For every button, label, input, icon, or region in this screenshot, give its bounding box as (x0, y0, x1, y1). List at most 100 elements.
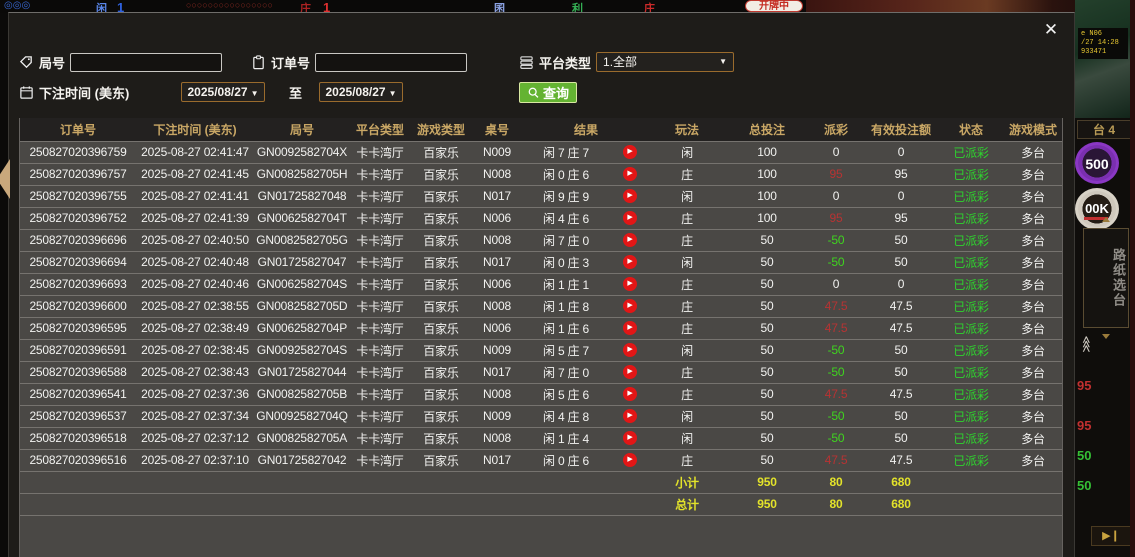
column-header: 游戏模式 (1002, 118, 1062, 141)
table-row: 250827020396541 2025-08-27 02:37:36 GN0082… (20, 382, 1062, 405)
background-game-glyph: 囷 (494, 3, 505, 13)
cell-bet-time: 2025-08-27 02:37:12 (136, 426, 254, 449)
cell-game-type: 百家乐 (410, 382, 472, 405)
lobby-amount: 50 (1077, 478, 1092, 493)
cell-round-no: GN01725827048 (254, 184, 350, 207)
result-video-cell: ▶ (610, 228, 651, 251)
play-video-icon[interactable]: ▶ (623, 277, 637, 292)
cell-payout: 47.5 (810, 448, 863, 471)
empty-row (20, 514, 1062, 551)
play-video-icon[interactable]: ▶ (623, 211, 637, 226)
cell-mode: 多台 (1002, 272, 1062, 295)
play-video-icon[interactable]: ▶ (623, 189, 637, 204)
cell-valid-bet: 0 (862, 272, 941, 295)
play-video-icon[interactable]: ▶ (623, 321, 637, 336)
cell-round-no: GN0092582704Q (254, 404, 350, 427)
cell-order-no: 250827020396591 (20, 338, 136, 361)
cell-bet-time: 2025-08-27 02:41:47 (136, 140, 254, 163)
chevron-down-icon: ▼ (388, 89, 397, 98)
cell-mode: 多台 (1002, 360, 1062, 383)
roadmap-table-select-tab[interactable]: 路纸选台 (1083, 217, 1129, 339)
empty-cell (20, 492, 651, 515)
cell-order-no: 250827020396759 (20, 140, 136, 163)
play-video-icon[interactable]: ▶ (623, 387, 637, 402)
table-row: 250827020396600 2025-08-27 02:38:55 GN0082… (20, 294, 1062, 317)
dealing-status-pill: 开牌中 (745, 0, 803, 12)
cell-mode: 多台 (1002, 228, 1062, 251)
cell-total-bet: 50 (724, 316, 811, 339)
play-video-icon[interactable]: ▶ (623, 255, 637, 270)
cell-valid-bet: 50 (862, 250, 941, 273)
cell-total-bet: 50 (724, 382, 811, 405)
cell-bet-time: 2025-08-27 02:38:45 (136, 338, 254, 361)
cell-round-no: GN0092582704X (254, 140, 350, 163)
empty-cell (940, 492, 1003, 515)
play-video-icon[interactable]: ▶ (623, 145, 637, 160)
play-video-icon[interactable]: ▶ (623, 299, 637, 314)
cell-platform: 卡卡湾厅 (350, 360, 410, 383)
result-video-cell: ▶ (610, 272, 651, 295)
column-header: 下注时间 (美东) (136, 118, 254, 141)
chip-500[interactable]: 500 (1075, 142, 1119, 184)
column-header: 局号 (254, 118, 350, 141)
close-icon[interactable]: ✕ (1043, 20, 1059, 39)
cell-platform: 卡卡湾厅 (350, 404, 410, 427)
cell-bet-time: 2025-08-27 02:40:50 (136, 228, 254, 251)
platform-type-select[interactable]: 1.全部 ▼ (596, 52, 735, 72)
triangle-down-icon (1102, 334, 1110, 339)
cell-round-no: GN0082582705B (254, 382, 350, 405)
cell-round-no: GN01725827042 (254, 448, 350, 471)
empty-cell (1002, 470, 1062, 493)
cell-payout: 0 (810, 272, 863, 295)
cell-result: 闲 7 庄 0 (522, 360, 610, 383)
cell-total-bet: 50 (724, 294, 811, 317)
play-video-icon[interactable]: ▶ (623, 167, 637, 182)
date-range-to-label: 至 (289, 85, 303, 101)
triangle-up-icon (1102, 217, 1110, 222)
cell-result: 闲 1 庄 1 (522, 272, 610, 295)
cell-valid-bet: 50 (862, 228, 941, 251)
order-no-input[interactable] (315, 52, 468, 72)
cell-round-no: GN0092582704S (254, 338, 350, 361)
cell-table-no: N017 (472, 360, 522, 383)
play-video-icon[interactable]: ▶ (623, 431, 637, 446)
date-to-picker[interactable]: 2025/08/27 ▼ (319, 82, 403, 102)
search-button-label: 查询 (543, 85, 570, 101)
round-no-label: 局号 (39, 55, 66, 71)
result-video-cell: ▶ (610, 404, 651, 427)
play-video-icon[interactable]: ▶ (623, 409, 637, 424)
search-button[interactable]: 查询 (519, 81, 578, 103)
chevron-down-icon: ▼ (719, 57, 728, 66)
side-drawer-handle[interactable] (0, 159, 10, 199)
round-no-input[interactable] (70, 52, 223, 72)
cell-payout: -50 (810, 360, 863, 383)
play-video-icon[interactable]: ▶ (623, 365, 637, 380)
play-video-icon[interactable]: ▶ (623, 233, 637, 248)
column-header: 结果 (522, 118, 651, 141)
cell-valid-bet: 50 (862, 360, 941, 383)
result-video-cell: ▶ (610, 360, 651, 383)
total-valid-bet: 680 (862, 492, 941, 515)
cell-total-bet: 100 (724, 140, 811, 163)
background-lobby-column: e N06/27 14:28 933471 台 4 500 00K 路纸选台 ⋘ … (1075, 0, 1135, 557)
cell-order-no: 250827020396537 (20, 404, 136, 427)
table-row: 250827020396759 2025-08-27 02:41:47 GN0092… (20, 140, 1062, 163)
play-video-icon[interactable]: ▶ (623, 453, 637, 468)
play-video-icon[interactable]: ▶ (623, 343, 637, 358)
cell-round-no: GN0082582705A (254, 426, 350, 449)
chip-100k[interactable]: 00K (1075, 188, 1119, 230)
cell-platform: 卡卡湾厅 (350, 338, 410, 361)
background-game-glyph: 1 (117, 0, 125, 13)
date-from-picker[interactable]: 2025/08/27 ▼ (181, 82, 265, 102)
cell-game-type: 百家乐 (410, 206, 472, 229)
background-photo-edge (1130, 0, 1135, 557)
cell-round-no: GN01725827047 (254, 250, 350, 273)
next-page-icon[interactable]: ▶❙ (1091, 526, 1131, 546)
cell-total-bet: 100 (724, 206, 811, 229)
cell-round-no: GN0062582704S (254, 272, 350, 295)
cell-platform: 卡卡湾厅 (350, 426, 410, 449)
empty-cell (20, 470, 651, 493)
cell-platform: 卡卡湾厅 (350, 316, 410, 339)
empty-cell (20, 514, 1062, 551)
